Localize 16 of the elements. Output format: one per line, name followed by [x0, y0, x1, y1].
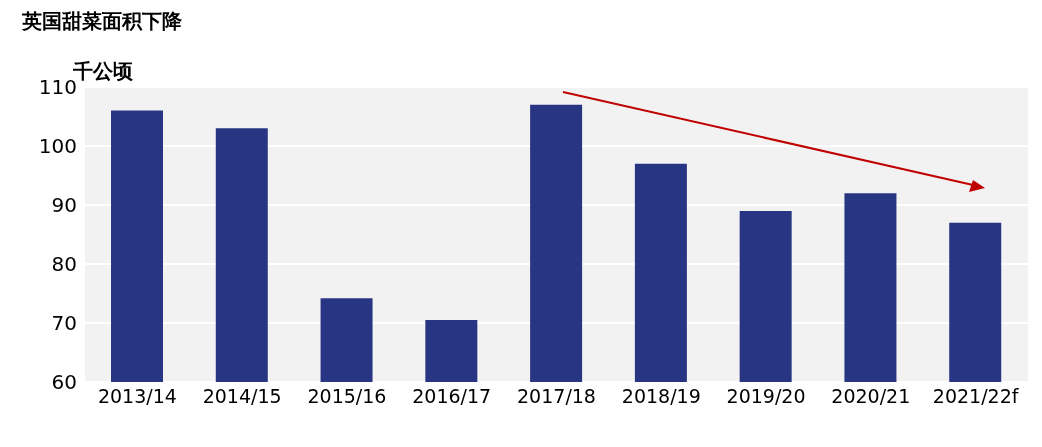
chart-title: 英国甜菜面积下降 [22, 8, 182, 35]
x-tick-label: 2018/19 [621, 385, 701, 408]
y-tick-label: 80 [51, 252, 77, 277]
x-tick-label: 2020/21 [831, 385, 911, 408]
x-tick-label: 2015/16 [307, 385, 387, 408]
y-tick-label: 60 [51, 370, 77, 395]
x-tick-label: 2014/15 [202, 385, 282, 408]
x-tick-label: 2016/17 [412, 385, 492, 408]
y-tick-label: 90 [51, 193, 77, 218]
y-tick-label: 110 [38, 75, 77, 100]
x-tick-label: 2021/22f [932, 385, 1020, 408]
y-tick-label: 70 [51, 311, 77, 336]
x-tick-label: 2017/18 [517, 385, 596, 408]
x-tick-label: 2013/14 [97, 385, 177, 408]
x-tick-label: 2019/20 [726, 385, 806, 408]
y-tick-label: 100 [38, 134, 77, 159]
